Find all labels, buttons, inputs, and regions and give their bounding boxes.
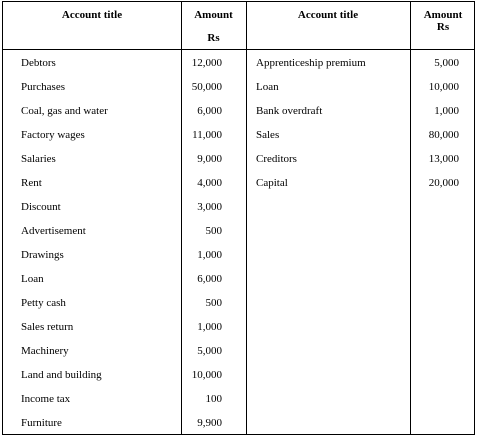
column-divider [181,2,182,434]
left-row-title: Debtors [21,57,56,69]
left-row-title: Factory wages [21,129,85,141]
left-row-amount: 6,000 [197,273,222,285]
left-row-amount: 9,900 [197,417,222,429]
left-row-title: Discount [21,201,61,213]
left-row-amount: 4,000 [197,177,222,189]
right-row-title: Bank overdraft [256,105,323,117]
left-row-title: Drawings [21,249,64,261]
left-row-amount: 50,000 [191,81,222,93]
left-row-amount: 100 [205,393,223,405]
right-row-title: Loan [256,81,279,93]
left-row-title: Sales return [21,321,74,333]
header-left-amount: Amount [194,9,233,21]
right-row-title: Sales [256,129,280,141]
header-divider [3,49,474,50]
left-row-title: Income tax [21,393,71,405]
right-row-amount: 80,000 [428,129,459,141]
left-row-amount: 11,000 [192,129,222,141]
left-row-title: Coal, gas and water [21,105,108,117]
header-left-account-title: Account title [61,9,123,21]
column-divider [410,2,411,434]
right-row-amount: 5,000 [434,57,459,69]
left-row-amount: 10,000 [191,369,222,381]
column-divider [246,2,247,434]
left-row-amount: 5,000 [197,345,222,357]
left-row-title: Machinery [21,345,69,357]
left-row-amount: 500 [205,225,223,237]
left-row-title: Furniture [21,417,62,429]
left-row-amount: 9,000 [197,153,222,165]
right-row-title: Creditors [256,153,297,165]
left-row-title: Land and building [21,369,102,381]
left-row-amount: 6,000 [197,105,222,117]
left-row-amount: 1,000 [197,249,222,261]
header-right-account-title: Account title [297,9,359,21]
right-row-title: Capital [256,177,288,189]
right-row-title: Apprenticeship premium [256,57,366,69]
left-row-amount: 3,000 [197,201,222,213]
right-row-amount: 13,000 [428,153,459,165]
left-row-title: Petty cash [21,297,66,309]
right-row-amount: 1,000 [434,105,459,117]
left-row-title: Purchases [21,81,65,93]
header-right-currency: Rs [436,21,450,33]
left-row-title: Advertisement [21,225,86,237]
right-row-amount: 20,000 [428,177,459,189]
left-row-title: Rent [21,177,42,189]
header-left-currency: Rs [207,32,220,44]
left-row-amount: 12,000 [191,57,222,69]
left-row-amount: 1,000 [197,321,222,333]
left-row-title: Loan [21,273,44,285]
header-right-amount: Amount [423,9,463,21]
right-row-amount: 10,000 [428,81,459,93]
left-row-amount: 500 [205,297,223,309]
left-row-title: Salaries [21,153,56,165]
